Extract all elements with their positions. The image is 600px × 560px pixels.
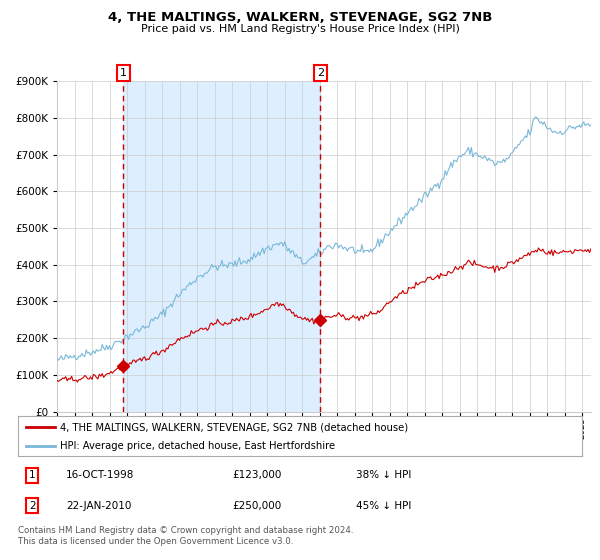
Text: 22-JAN-2010: 22-JAN-2010	[66, 501, 131, 511]
Text: 1: 1	[29, 470, 35, 480]
Text: Price paid vs. HM Land Registry's House Price Index (HPI): Price paid vs. HM Land Registry's House …	[140, 24, 460, 34]
Text: 16-OCT-1998: 16-OCT-1998	[66, 470, 134, 480]
Text: £123,000: £123,000	[232, 470, 281, 480]
Text: 2: 2	[317, 68, 324, 78]
Text: HPI: Average price, detached house, East Hertfordshire: HPI: Average price, detached house, East…	[60, 441, 335, 451]
Text: 38% ↓ HPI: 38% ↓ HPI	[356, 470, 412, 480]
Text: £250,000: £250,000	[232, 501, 281, 511]
Text: 4, THE MALTINGS, WALKERN, STEVENAGE, SG2 7NB (detached house): 4, THE MALTINGS, WALKERN, STEVENAGE, SG2…	[60, 422, 409, 432]
Text: 2: 2	[29, 501, 35, 511]
Text: 4, THE MALTINGS, WALKERN, STEVENAGE, SG2 7NB: 4, THE MALTINGS, WALKERN, STEVENAGE, SG2…	[108, 11, 492, 24]
Text: 1: 1	[120, 68, 127, 78]
Text: 45% ↓ HPI: 45% ↓ HPI	[356, 501, 412, 511]
Bar	[124, 81, 320, 412]
Text: Contains HM Land Registry data © Crown copyright and database right 2024.
This d: Contains HM Land Registry data © Crown c…	[18, 526, 353, 546]
